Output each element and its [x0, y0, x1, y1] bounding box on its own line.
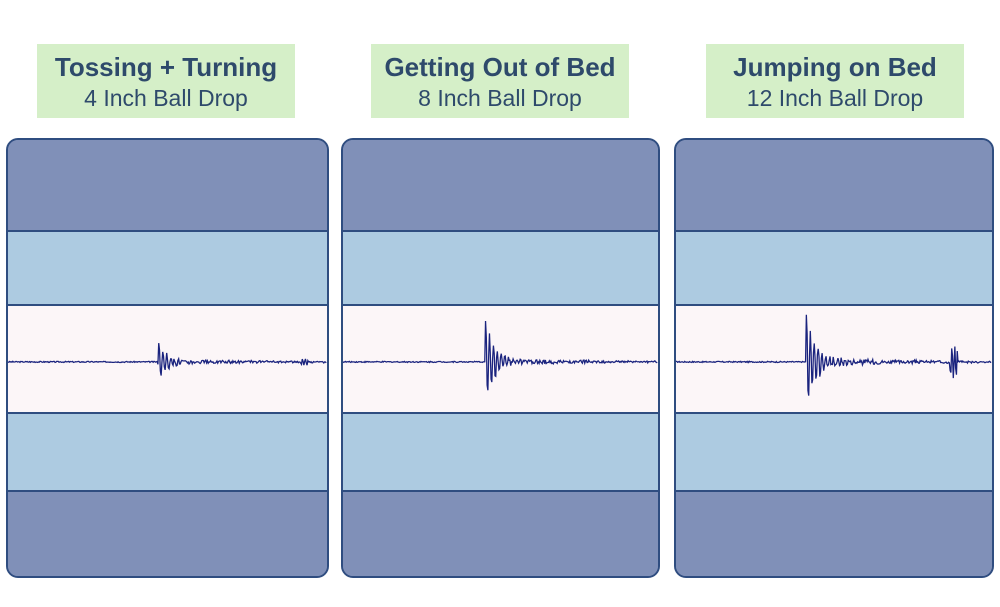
mattress-comfort-layer — [343, 230, 658, 304]
mattress-base-layer — [676, 490, 992, 576]
mattress-base-layer — [8, 490, 327, 576]
label-jumping-on-bed: Jumping on Bed 12 Inch Ball Drop — [706, 44, 964, 118]
panel-subtitle: 8 Inch Ball Drop — [418, 85, 582, 111]
label-getting-out-of-bed: Getting Out of Bed 8 Inch Ball Drop — [371, 44, 629, 118]
mattress-panel-3 — [674, 138, 994, 578]
mattress-support-layer — [676, 414, 992, 490]
motion-waveform — [343, 321, 658, 391]
waveform-line — [676, 314, 992, 396]
mattress-core-layer — [343, 304, 658, 414]
panel-title: Jumping on Bed — [733, 52, 937, 82]
motion-waveform — [8, 343, 327, 376]
mattress-panel-1 — [6, 138, 329, 578]
panel-subtitle: 12 Inch Ball Drop — [746, 85, 924, 111]
label-tossing-turning: Tossing + Turning 4 Inch Ball Drop — [37, 44, 295, 118]
waveform-line — [343, 321, 658, 391]
mattress-base-layer — [343, 490, 658, 576]
panel-title: Tossing + Turning — [54, 52, 278, 82]
mattress-core-layer — [8, 304, 327, 414]
mattress-top-layer — [676, 140, 992, 230]
mattress-core-layer — [676, 304, 992, 414]
mattress-comfort-layer — [676, 230, 992, 304]
panel-subtitle: 4 Inch Ball Drop — [84, 85, 248, 111]
mattress-panel-2 — [341, 138, 660, 578]
waveform-line — [8, 343, 327, 376]
motion-waveform — [676, 314, 992, 396]
mattress-top-layer — [8, 140, 327, 230]
mattress-comfort-layer — [8, 230, 327, 304]
mattress-support-layer — [8, 414, 327, 490]
mattress-support-layer — [343, 414, 658, 490]
mattress-top-layer — [343, 140, 658, 230]
panel-title: Getting Out of Bed — [384, 52, 616, 82]
